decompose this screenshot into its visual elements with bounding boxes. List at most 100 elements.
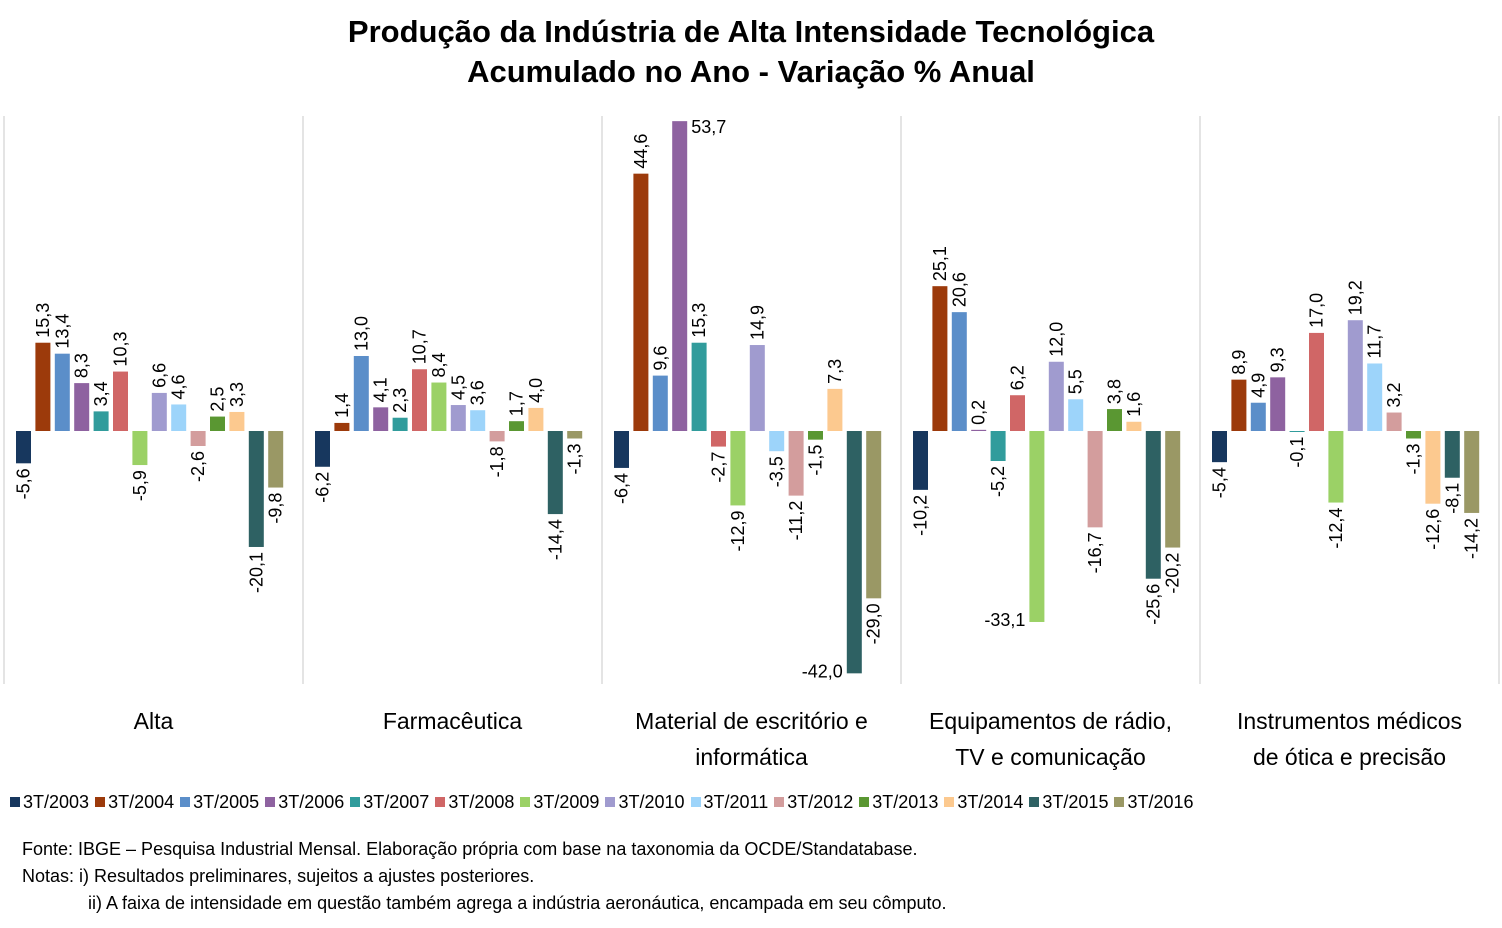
data-label: -16,7 <box>1085 532 1105 573</box>
data-label: 4,0 <box>526 378 546 403</box>
legend-label: 3T/2011 <box>703 792 769 812</box>
data-label: 3,8 <box>1105 379 1125 404</box>
category-label: Equipamentos de rádio, <box>929 708 1172 734</box>
data-label: 3,3 <box>227 382 247 407</box>
legend-item: 3T/2009 <box>520 792 599 813</box>
legend-swatch <box>859 797 870 807</box>
data-label: -5,4 <box>1210 467 1230 498</box>
legend-item: 3T/2013 <box>859 792 938 813</box>
data-label: -1,8 <box>487 446 507 477</box>
bar <box>1010 395 1025 431</box>
bar <box>1309 332 1324 431</box>
data-label: 4,6 <box>169 374 189 399</box>
legend-label: 3T/2004 <box>108 792 175 812</box>
bar <box>190 431 206 447</box>
data-label: 3,6 <box>468 380 488 405</box>
bar <box>248 431 264 547</box>
legend-item: 3T/2004 <box>95 792 174 813</box>
bar <box>54 353 70 431</box>
data-label: 10,7 <box>410 329 430 364</box>
chart-title-line-1: Produção da Indústria de Alta Intensidad… <box>347 14 1155 49</box>
bar-chart: -5,615,3 13,48,33,410,3-5,96,6 4,6-2,62,5 3… <box>3 116 1500 770</box>
data-label: 1,6 <box>1124 392 1144 417</box>
bar <box>691 342 707 431</box>
category-label: Instrumentos médicos <box>1237 708 1462 734</box>
data-label: -2,6 <box>188 451 208 482</box>
bar <box>846 431 862 674</box>
data-label: -12,4 <box>1326 508 1346 549</box>
category-label: Material de escritório e <box>635 708 868 734</box>
bar <box>1212 431 1227 463</box>
bar <box>16 431 31 464</box>
data-label: 15,3 <box>33 303 53 338</box>
legend-label: 3T/2016 <box>1127 792 1194 812</box>
legend-swatch <box>1114 797 1125 807</box>
legend-item: 3T/2014 <box>944 792 1023 813</box>
data-label: 14,9 <box>747 305 767 340</box>
bar <box>412 369 427 431</box>
data-label: 8,3 <box>72 353 92 378</box>
data-label: 3,2 <box>1384 383 1404 408</box>
legend-swatch <box>180 797 191 807</box>
data-label: -14,2 <box>1462 518 1482 559</box>
bar <box>113 371 128 431</box>
bar <box>633 173 649 431</box>
bar <box>268 431 284 488</box>
bar <box>315 431 330 467</box>
bar <box>1289 431 1305 432</box>
bar <box>951 312 967 431</box>
data-label: -25,6 <box>1143 584 1163 625</box>
legend-swatch <box>774 797 785 807</box>
data-label: 3,4 <box>91 381 111 406</box>
bar <box>1048 361 1064 431</box>
bar <box>1107 409 1122 431</box>
data-label: -1,5 <box>806 445 826 476</box>
data-label: 7,3 <box>825 359 845 384</box>
data-label: -8,1 <box>1442 483 1462 514</box>
bar <box>35 342 51 431</box>
data-label: 9,3 <box>1268 347 1288 372</box>
category-label: informática <box>695 744 808 770</box>
bar <box>171 404 187 431</box>
data-label: -9,8 <box>266 493 286 524</box>
data-label: -0,1 <box>1287 437 1307 468</box>
bar <box>1087 431 1103 528</box>
legend-item: 3T/2011 <box>690 792 769 813</box>
category-label: Alta <box>134 708 174 734</box>
data-label: -3,5 <box>767 456 787 487</box>
legend-swatch <box>944 797 955 807</box>
data-label: -6,2 <box>313 472 333 503</box>
data-label: 1,4 <box>332 393 352 418</box>
legend-item: 3T/2008 <box>435 792 514 813</box>
legend-label: 3T/2003 <box>23 792 90 812</box>
bar <box>711 431 726 447</box>
data-label: 12,0 <box>1046 322 1066 357</box>
bar <box>229 411 245 431</box>
data-label: -10,2 <box>911 495 931 536</box>
bar <box>932 286 948 431</box>
data-label: 2,3 <box>390 388 410 413</box>
bar <box>749 345 765 431</box>
data-label: -33,1 <box>984 610 1025 630</box>
data-label: -1,3 <box>565 444 585 475</box>
bar <box>353 355 369 431</box>
legend-swatch <box>435 797 446 807</box>
bar <box>93 411 109 431</box>
chart-title: Produção da Indústria de Alta Intensidad… <box>0 12 1502 92</box>
legend-swatch <box>10 797 20 807</box>
bar <box>1165 431 1181 548</box>
bar <box>808 431 823 440</box>
chart-title-line-2: Acumulado no Ano - Variação % Anual <box>467 54 1035 89</box>
bar <box>567 431 583 439</box>
bar <box>788 431 804 496</box>
bar <box>1347 320 1363 431</box>
bar <box>470 410 486 431</box>
data-label: -29,0 <box>864 603 884 644</box>
bar <box>1231 379 1247 431</box>
legend-item: 3T/2007 <box>350 792 429 813</box>
data-label: 2,5 <box>208 387 228 412</box>
category-label: TV e comunicação <box>955 744 1145 770</box>
category-label: de ótica e precisão <box>1253 744 1446 770</box>
legend-label: 3T/2008 <box>448 792 515 812</box>
data-label: 44,6 <box>631 134 651 169</box>
